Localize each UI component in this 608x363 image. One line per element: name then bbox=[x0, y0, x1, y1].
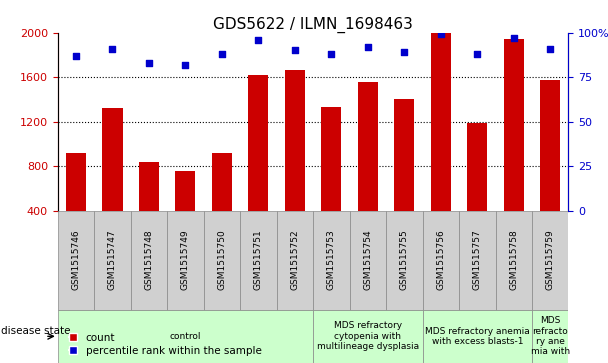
Point bbox=[509, 35, 519, 41]
Text: GSM1515747: GSM1515747 bbox=[108, 230, 117, 290]
Bar bbox=[175, 171, 195, 211]
Point bbox=[399, 49, 409, 55]
Text: GSM1515752: GSM1515752 bbox=[291, 230, 299, 290]
Text: control: control bbox=[170, 332, 201, 341]
Bar bbox=[540, 81, 561, 211]
Text: GSM1515749: GSM1515749 bbox=[181, 230, 190, 290]
Text: GSM1515753: GSM1515753 bbox=[327, 230, 336, 290]
Point bbox=[545, 46, 555, 52]
Point bbox=[363, 44, 373, 50]
Point bbox=[108, 46, 117, 52]
Legend: count, percentile rank within the sample: count, percentile rank within the sample bbox=[69, 333, 261, 356]
Bar bbox=[459, 211, 496, 310]
Point bbox=[144, 60, 154, 66]
Bar bbox=[94, 211, 131, 310]
Bar bbox=[423, 211, 459, 310]
Bar bbox=[496, 211, 532, 310]
Point bbox=[436, 32, 446, 37]
Bar bbox=[467, 123, 487, 211]
Bar bbox=[503, 39, 524, 211]
Text: GSM1515751: GSM1515751 bbox=[254, 230, 263, 290]
Bar bbox=[313, 310, 423, 363]
Bar bbox=[139, 162, 159, 211]
Point bbox=[290, 48, 300, 53]
Text: GSM1515755: GSM1515755 bbox=[400, 230, 409, 290]
Text: GSM1515754: GSM1515754 bbox=[364, 230, 372, 290]
Text: GSM1515750: GSM1515750 bbox=[218, 230, 226, 290]
Bar bbox=[212, 153, 232, 211]
Text: GSM1515757: GSM1515757 bbox=[473, 230, 482, 290]
Bar bbox=[430, 33, 451, 211]
Text: GSM1515759: GSM1515759 bbox=[546, 230, 554, 290]
Point bbox=[217, 51, 227, 57]
Point bbox=[326, 51, 336, 57]
Text: GSM1515748: GSM1515748 bbox=[145, 230, 153, 290]
Bar bbox=[58, 310, 313, 363]
Bar bbox=[350, 211, 386, 310]
Bar bbox=[277, 211, 313, 310]
Bar bbox=[285, 70, 305, 211]
Bar bbox=[358, 82, 378, 211]
Bar bbox=[321, 107, 341, 211]
Text: MDS refractory
cytopenia with
multilineage dysplasia: MDS refractory cytopenia with multilinea… bbox=[317, 321, 419, 351]
Point bbox=[254, 37, 263, 43]
Point bbox=[181, 62, 190, 68]
Bar bbox=[58, 211, 94, 310]
Bar bbox=[167, 211, 204, 310]
Point bbox=[71, 53, 81, 59]
Text: MDS refractory anemia
with excess blasts-1: MDS refractory anemia with excess blasts… bbox=[425, 327, 530, 346]
Bar bbox=[313, 211, 350, 310]
Text: GSM1515756: GSM1515756 bbox=[437, 230, 445, 290]
Text: GSM1515746: GSM1515746 bbox=[72, 230, 80, 290]
Text: GSM1515758: GSM1515758 bbox=[510, 230, 518, 290]
Bar bbox=[423, 310, 532, 363]
Bar bbox=[394, 99, 414, 211]
Bar bbox=[204, 211, 240, 310]
Text: MDS
refracto
ry ane
mia with: MDS refracto ry ane mia with bbox=[531, 316, 570, 356]
Text: disease state: disease state bbox=[1, 326, 71, 336]
Bar bbox=[532, 310, 568, 363]
Bar bbox=[532, 211, 568, 310]
Bar bbox=[66, 153, 86, 211]
Bar bbox=[240, 211, 277, 310]
Bar bbox=[102, 108, 122, 211]
Bar bbox=[248, 75, 268, 211]
Bar bbox=[386, 211, 423, 310]
Point bbox=[472, 51, 482, 57]
Title: GDS5622 / ILMN_1698463: GDS5622 / ILMN_1698463 bbox=[213, 16, 413, 33]
Bar bbox=[131, 211, 167, 310]
